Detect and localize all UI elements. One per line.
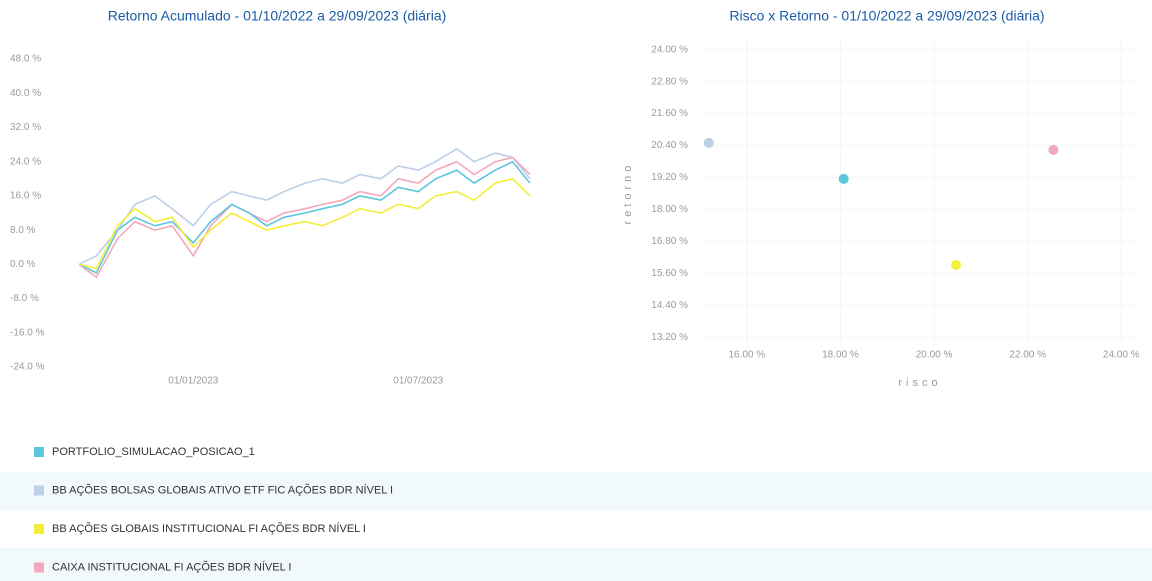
y-tick-label: 24.00 %: [651, 44, 688, 55]
y-tick-label: 13.20 %: [651, 332, 688, 343]
scatter-point: [838, 173, 849, 184]
y-tick-label: 8.0 %: [10, 225, 36, 236]
legend-swatch: [34, 447, 44, 457]
y-tick-label: 48.0 %: [10, 54, 41, 65]
legend-swatch: [34, 485, 44, 496]
legend-label: CAIXA INSTITUCIONAL FI AÇÕES BDR NÍVEL I: [52, 560, 291, 573]
series-line: [78, 156, 531, 279]
legend-band: [0, 548, 1152, 581]
x-tick-label: 20.00 %: [916, 350, 953, 361]
x-tick-label: 22.00 %: [1009, 350, 1046, 361]
y-tick-label: 16.80 %: [651, 236, 688, 247]
y-tick-label: 19.20 %: [651, 172, 688, 183]
y-tick-label: 20.40 %: [651, 140, 688, 151]
scatter-point: [703, 137, 714, 148]
legend-label: PORTFOLIO_SIMULACAO_POSICAO_1: [52, 446, 255, 458]
y-tick-label: -24.0 %: [10, 362, 45, 373]
x-tick-label: 01/01/2023: [168, 376, 218, 387]
y-axis-label: retorno: [622, 162, 634, 225]
y-tick-label: 40.0 %: [10, 88, 41, 99]
y-tick-label: 15.60 %: [651, 268, 688, 279]
x-axis-label: risco: [898, 377, 941, 389]
y-tick-label: 21.60 %: [651, 108, 688, 119]
series-line: [78, 160, 531, 274]
chart-title: Retorno Acumulado - 01/10/2022 a 29/09/2…: [108, 8, 447, 24]
x-tick-label: 24.00 %: [1103, 350, 1140, 361]
legend-label: BB AÇÕES GLOBAIS INSTITUCIONAL FI AÇÕES …: [52, 522, 366, 535]
x-tick-label: 16.00 %: [728, 350, 765, 361]
series-line: [78, 147, 531, 266]
y-tick-label: 24.0 %: [10, 156, 41, 167]
series-line: [78, 177, 531, 270]
y-tick-label: 0.0 %: [10, 259, 36, 270]
y-tick-label: -8.0 %: [10, 293, 39, 304]
x-tick-label: 01/07/2023: [393, 376, 443, 387]
y-tick-label: 22.80 %: [651, 76, 688, 87]
y-tick-label: 32.0 %: [10, 122, 41, 133]
y-tick-label: 14.40 %: [651, 300, 688, 311]
legend-swatch: [34, 524, 44, 534]
y-tick-label: -16.0 %: [10, 327, 45, 338]
chart-title: Risco x Retorno - 01/10/2022 a 29/09/202…: [729, 8, 1044, 24]
y-tick-label: 18.00 %: [651, 204, 688, 215]
y-tick-label: 16.0 %: [10, 191, 41, 202]
x-tick-label: 18.00 %: [822, 350, 859, 361]
scatter-point: [951, 259, 962, 270]
scatter-point: [1048, 144, 1059, 155]
legend-label: BB AÇÕES BOLSAS GLOBAIS ATIVO ETF FIC AÇ…: [52, 483, 393, 496]
legend-band: [0, 472, 1152, 510]
legend-swatch: [34, 562, 44, 573]
